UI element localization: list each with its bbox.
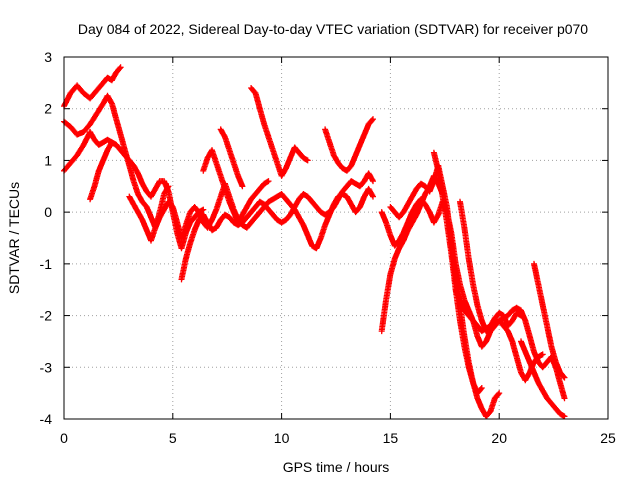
series-markers: [531, 260, 568, 381]
series-markers: [217, 126, 246, 190]
y-tick-label: -4: [40, 411, 53, 427]
series-arc-2: [61, 92, 172, 231]
series-markers: [61, 92, 172, 231]
series-markers: [248, 85, 311, 179]
series-arc-6: [178, 170, 376, 283]
y-tick-label: 1: [44, 152, 52, 168]
series-markers: [61, 64, 124, 110]
series-arc-10: [322, 116, 376, 174]
x-axis-label: GPS time / hours: [283, 459, 390, 475]
x-tick-label: 20: [491, 430, 507, 446]
series-arc-18: [518, 338, 568, 420]
axis-ticks: 0 5 10 15 20 25 -4 -3 -2 -1 0 1 2 3: [40, 49, 616, 446]
y-axis-label: SDTVAR / TECUs: [6, 182, 22, 294]
data-points: [61, 64, 568, 420]
series-arc-8: [217, 126, 246, 190]
series-markers: [457, 198, 524, 335]
series-arc-4: [87, 139, 120, 203]
y-tick-label: 3: [44, 49, 52, 65]
series-markers: [87, 139, 120, 203]
series-arc-7: [200, 147, 272, 226]
grid-lines: [64, 57, 608, 419]
y-tick-label: -2: [40, 308, 53, 324]
series-markers: [178, 170, 376, 283]
x-tick-label: 10: [274, 430, 290, 446]
series-arc-1: [61, 64, 124, 110]
x-tick-label: 5: [169, 430, 177, 446]
series-markers: [200, 147, 272, 226]
series-arc-16: [457, 198, 524, 335]
x-tick-label: 15: [383, 430, 399, 446]
y-tick-label: -1: [40, 256, 53, 272]
y-tick-label: 0: [44, 204, 52, 220]
plot-frame: [63, 56, 609, 420]
y-tick-label: 2: [44, 101, 52, 117]
series-markers: [518, 338, 568, 420]
series-arc-17: [531, 260, 568, 381]
x-tick-label: 25: [600, 430, 616, 446]
x-tick-label: 0: [60, 430, 68, 446]
series-arc-9: [248, 85, 311, 179]
chart-title: Day 084 of 2022, Sidereal Day-to-day VTE…: [78, 21, 588, 37]
series-markers: [322, 116, 376, 174]
y-tick-label: -3: [40, 359, 53, 375]
